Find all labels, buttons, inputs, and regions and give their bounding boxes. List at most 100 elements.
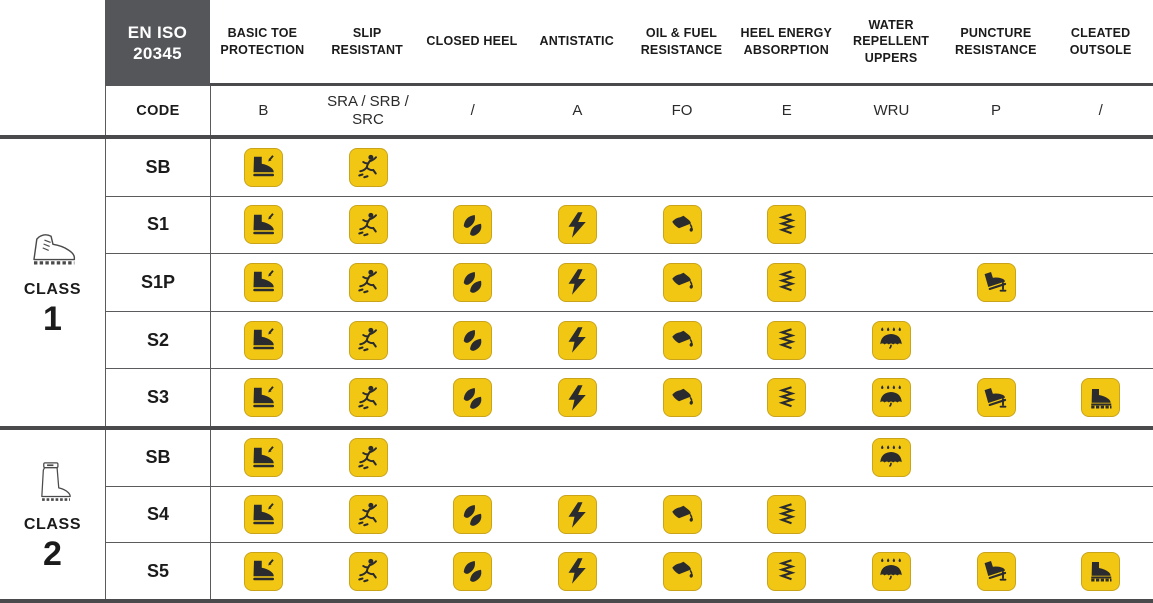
antistatic-icon xyxy=(557,495,597,534)
rating-row-class1-s3: S3 xyxy=(105,368,1153,426)
feature-cell-closed-heel xyxy=(420,139,525,196)
column-header-water-repellent-uppers: WATER REPELLENT UPPERS xyxy=(838,0,944,86)
feature-cell-toe-protection xyxy=(210,543,316,600)
feature-cell-antistatic xyxy=(525,139,630,196)
feature-cell-antistatic xyxy=(525,369,630,426)
slip-resistant-icon xyxy=(348,551,388,591)
feature-cell-heel-energy-absorption xyxy=(734,254,839,311)
heel-energy-absorption-icon xyxy=(767,551,807,591)
closed-heel-icon xyxy=(453,495,493,534)
feature-cell-heel-energy-absorption xyxy=(734,139,839,196)
code-value-oil-fuel-resistance: FO xyxy=(671,101,693,119)
water-repellent-uppers-icon xyxy=(871,378,911,418)
class-1-label: CLASS xyxy=(23,280,82,298)
code-value-water-repellent-uppers: WRU xyxy=(873,101,910,119)
slip-resistant-icon xyxy=(348,147,388,187)
toe-protection-icon xyxy=(243,205,283,245)
code-value-closed-heel: / xyxy=(470,101,475,119)
code-value-antistatic: A xyxy=(572,101,583,119)
feature-cell-cleated-outsole xyxy=(1048,139,1153,196)
class-2-section: CLASS 2 SB S4 S5 xyxy=(0,430,1153,600)
cleated-outsole-icon xyxy=(1081,378,1121,418)
toe-protection-icon xyxy=(243,147,283,187)
oil-fuel-resistance-icon xyxy=(662,378,702,418)
feature-cell-water-repellent-uppers xyxy=(839,197,944,254)
feature-cell-antistatic xyxy=(525,312,630,369)
rating-code-class1-s1: S1 xyxy=(105,196,210,254)
heel-energy-absorption-icon xyxy=(767,378,807,418)
code-row: CODE B SRA / SRB / SRC / A FO E WRU P / xyxy=(0,86,1153,135)
water-repellent-uppers-icon xyxy=(871,320,911,360)
feature-cell-puncture-resistance xyxy=(944,254,1049,311)
rating-code-class2-s4: S4 xyxy=(105,486,210,543)
column-header-heel-energy-absorption: HEEL ENERGY ABSORPTION xyxy=(733,0,839,86)
feature-cell-closed-heel xyxy=(420,487,525,543)
feature-cell-puncture-resistance xyxy=(944,543,1049,599)
class-2-number: 2 xyxy=(43,535,62,574)
feature-cell-oil-fuel-resistance xyxy=(630,312,735,369)
toe-protection-icon xyxy=(243,320,283,360)
closed-heel-icon xyxy=(453,551,493,591)
rating-code-class2-s5: S5 xyxy=(105,543,210,600)
feature-cell-slip-resistant xyxy=(316,197,421,254)
feature-cell-water-repellent-uppers xyxy=(839,312,944,369)
section-divider-bottom xyxy=(0,599,1153,603)
feature-cell-slip-resistant xyxy=(316,543,421,599)
feature-cell-heel-energy-absorption xyxy=(734,369,839,426)
feature-cell-oil-fuel-resistance xyxy=(630,139,735,196)
feature-cell-cleated-outsole xyxy=(1048,430,1153,486)
header-row: EN ISO 20345 BASIC TOE PROTECTION SLIP RES… xyxy=(0,0,1153,86)
class-2-cell: CLASS 2 xyxy=(0,430,105,599)
closed-heel-icon xyxy=(453,262,493,302)
puncture-resistance-icon xyxy=(976,551,1016,591)
class-1-rows: SB S1 S1P S2 S3 xyxy=(105,139,1153,426)
feature-cell-puncture-resistance xyxy=(944,139,1049,196)
feature-cell-slip-resistant xyxy=(316,487,421,543)
feature-cell-water-repellent-uppers xyxy=(839,254,944,311)
toe-protection-icon xyxy=(243,262,283,302)
feature-cell-cleated-outsole xyxy=(1048,487,1153,543)
code-row-label: CODE xyxy=(105,86,210,135)
feature-cell-water-repellent-uppers xyxy=(839,430,944,486)
rating-row-class1-s1p: S1P xyxy=(105,253,1153,311)
slip-resistant-icon xyxy=(348,320,388,360)
feature-cell-closed-heel xyxy=(420,369,525,426)
cleated-outsole-icon xyxy=(1081,551,1121,591)
feature-cell-toe-protection xyxy=(210,254,316,311)
feature-cell-water-repellent-uppers xyxy=(839,543,944,599)
feature-cell-heel-energy-absorption xyxy=(734,543,839,599)
heel-energy-absorption-icon xyxy=(767,495,807,534)
class-gutter-code xyxy=(0,86,105,135)
closed-heel-icon xyxy=(453,320,493,360)
feature-cell-toe-protection xyxy=(210,139,316,196)
feature-cell-slip-resistant xyxy=(316,254,421,311)
feature-cell-oil-fuel-resistance xyxy=(630,197,735,254)
toe-protection-icon xyxy=(243,495,283,534)
feature-cell-toe-protection xyxy=(210,430,316,486)
rating-row-class1-s1: S1 xyxy=(105,195,1153,254)
feature-cell-antistatic xyxy=(525,487,630,543)
feature-cell-puncture-resistance xyxy=(944,430,1049,486)
code-value-puncture-resistance: P xyxy=(991,101,1002,119)
class-gutter-header xyxy=(0,0,105,86)
feature-cell-cleated-outsole xyxy=(1048,197,1153,254)
feature-cell-antistatic xyxy=(525,197,630,254)
toe-protection-icon xyxy=(243,438,283,478)
feature-cell-slip-resistant xyxy=(316,139,421,196)
feature-cell-cleated-outsole xyxy=(1048,312,1153,369)
class-2-rubber-boot-icon xyxy=(30,459,75,511)
feature-cell-cleated-outsole xyxy=(1048,369,1153,426)
feature-cell-slip-resistant xyxy=(316,312,421,369)
rating-code-class1-sb: SB xyxy=(105,139,210,196)
feature-cell-heel-energy-absorption xyxy=(734,312,839,369)
feature-cell-antistatic xyxy=(525,543,630,599)
column-header-puncture-resistance: PUNCTURE RESISTANCE xyxy=(943,0,1049,86)
standard-title: EN ISO 20345 xyxy=(105,0,210,86)
water-repellent-uppers-icon xyxy=(871,551,911,591)
rating-row-class2-s4: S4 xyxy=(105,485,1153,543)
feature-cell-puncture-resistance xyxy=(944,312,1049,369)
feature-cell-puncture-resistance xyxy=(944,369,1049,426)
slip-resistant-icon xyxy=(348,262,388,302)
code-value-toe-protection: B xyxy=(210,86,316,135)
